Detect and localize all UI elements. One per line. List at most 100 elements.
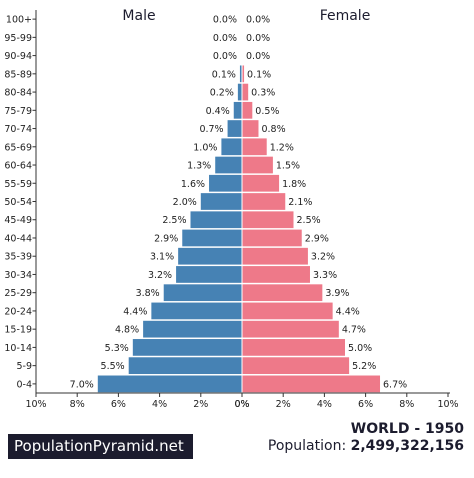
x-tick-label-left-3: 4% [152,399,167,410]
female-bar-65-69 [242,138,267,156]
population-pyramid-chart: Male Female 0.0% 0.0%100+0.0% 0.0%95-990.0… [4,8,459,410]
age-label-40-44: 40-44 [4,233,32,244]
female-value-45-49: 2.5% [297,215,321,226]
female-bar-5-9 [242,357,350,375]
female-value-80-84: 0.3% [251,88,275,99]
female-bar-85-89 [242,65,245,83]
male-value-85-89: 0.1% [212,69,236,80]
male-bar-70-74 [227,120,242,137]
male-bar-65-69 [221,138,242,156]
male-value-65-69: 1.0% [193,142,217,153]
age-label-65-69: 65-69 [4,142,32,153]
population-total: Population: 2,499,322,156 [268,438,464,454]
female-value-10-14: 5.0% [348,343,372,354]
female-bar-60-64 [242,156,273,174]
age-label-5-9: 5-9 [16,361,32,372]
male-value-10-14: 5.3% [105,343,129,354]
female-bar-45-49 [242,211,294,229]
female-value-0-4: 6.7% [383,379,407,390]
age-label-55-59: 55-59 [4,179,32,190]
age-label-10-14: 10-14 [4,343,32,354]
female-header: Female [320,8,371,24]
male-bar-30-34 [176,266,242,283]
male-value-20-24: 4.4% [123,306,147,317]
female-value-75-79: 0.5% [255,106,279,117]
female-bar-80-84 [242,83,249,101]
population-label: Population: [267,438,347,454]
region-year-title: WORLD - 1950 [350,421,464,437]
female-bar-75-79 [242,101,253,119]
male-value-80-84: 0.2% [210,88,234,99]
male-bar-80-84 [237,83,242,101]
female-value-15-19: 4.7% [342,325,366,336]
male-value-100+: 0.0% [213,15,237,26]
female-value-90-94: 0.0% [246,51,270,62]
x-tick-label-right-1: 2% [276,399,291,410]
female-bar-20-24 [242,302,333,320]
x-tick-label-right-3: 6% [358,399,373,410]
x-tick-label-right-4: 8% [399,399,414,410]
male-value-0-4: 7.0% [70,379,94,390]
female-bar-50-54 [242,193,286,210]
male-value-15-19: 4.8% [115,325,139,336]
male-value-90-94: 0.0% [213,51,237,62]
female-value-85-89: 0.1% [247,69,271,80]
male-bar-25-29 [163,284,242,302]
age-label-20-24: 20-24 [4,306,32,317]
age-label-95-99: 95-99 [4,33,32,44]
x-tick-label-right-2: 4% [317,399,332,410]
male-value-50-54: 2.0% [173,197,197,208]
value-labels-group: 0.0% 0.0% 100+ 0.0% 0.0% 95-99 0.0% 0.0% 90-94 0.… [4,15,407,391]
male-bar-45-49 [190,211,242,229]
age-label-35-39: 35-39 [4,252,32,263]
male-bar-5-9 [128,357,242,375]
male-value-55-59: 1.6% [181,179,205,190]
male-bar-60-64 [215,156,242,174]
age-label-50-54: 50-54 [4,197,32,208]
age-label-0-4: 0-4 [16,379,32,390]
female-bar-25-29 [242,284,323,302]
female-value-95-99: 0.0% [246,33,270,44]
population-value: 2,499,322,156 [350,438,464,454]
female-bar-15-19 [242,320,339,338]
female-bar-30-34 [242,266,310,283]
male-value-75-79: 0.4% [206,106,230,117]
bars-group [97,10,381,393]
male-bar-55-59 [209,174,242,192]
male-value-5-9: 5.5% [101,361,125,372]
female-value-5-9: 5.2% [352,361,376,372]
male-value-40-44: 2.9% [154,233,178,244]
x-tick-label-right-0: 0% [234,399,249,410]
age-label-15-19: 15-19 [4,325,32,336]
male-value-60-64: 1.3% [187,161,211,172]
male-value-45-49: 2.5% [162,215,186,226]
age-label-90-94: 90-94 [4,51,32,62]
female-value-40-44: 2.9% [305,233,329,244]
age-label-45-49: 45-49 [4,215,32,226]
age-label-100+: 100+ [6,15,32,26]
age-label-80-84: 80-84 [4,88,32,99]
female-value-20-24: 4.4% [336,306,360,317]
female-value-100+: 0.0% [246,15,270,26]
male-bar-35-39 [178,247,242,265]
male-value-95-99: 0.0% [213,33,237,44]
male-value-70-74: 0.7% [199,124,223,135]
female-bar-10-14 [242,339,345,356]
female-value-55-59: 1.8% [282,179,306,190]
male-value-35-39: 3.1% [150,252,174,263]
male-bar-75-79 [233,101,242,119]
female-value-25-29: 3.9% [325,288,349,299]
female-value-30-34: 3.3% [313,270,337,281]
female-value-60-64: 1.5% [276,161,300,172]
age-label-60-64: 60-64 [4,161,32,172]
male-header: Male [122,8,155,24]
brand-logo[interactable]: PopulationPyramid.net [8,434,193,459]
male-bar-85-89 [239,65,242,83]
female-value-50-54: 2.1% [288,197,312,208]
age-label-30-34: 30-34 [4,270,32,281]
axes-group: 10% 8% 6% 4% 2% 0%0% 2% 4% 6% 8% 10% [25,10,459,410]
male-bar-40-44 [182,229,242,247]
female-bar-70-74 [242,120,259,137]
female-bar-35-39 [242,247,308,265]
age-label-75-79: 75-79 [4,106,32,117]
